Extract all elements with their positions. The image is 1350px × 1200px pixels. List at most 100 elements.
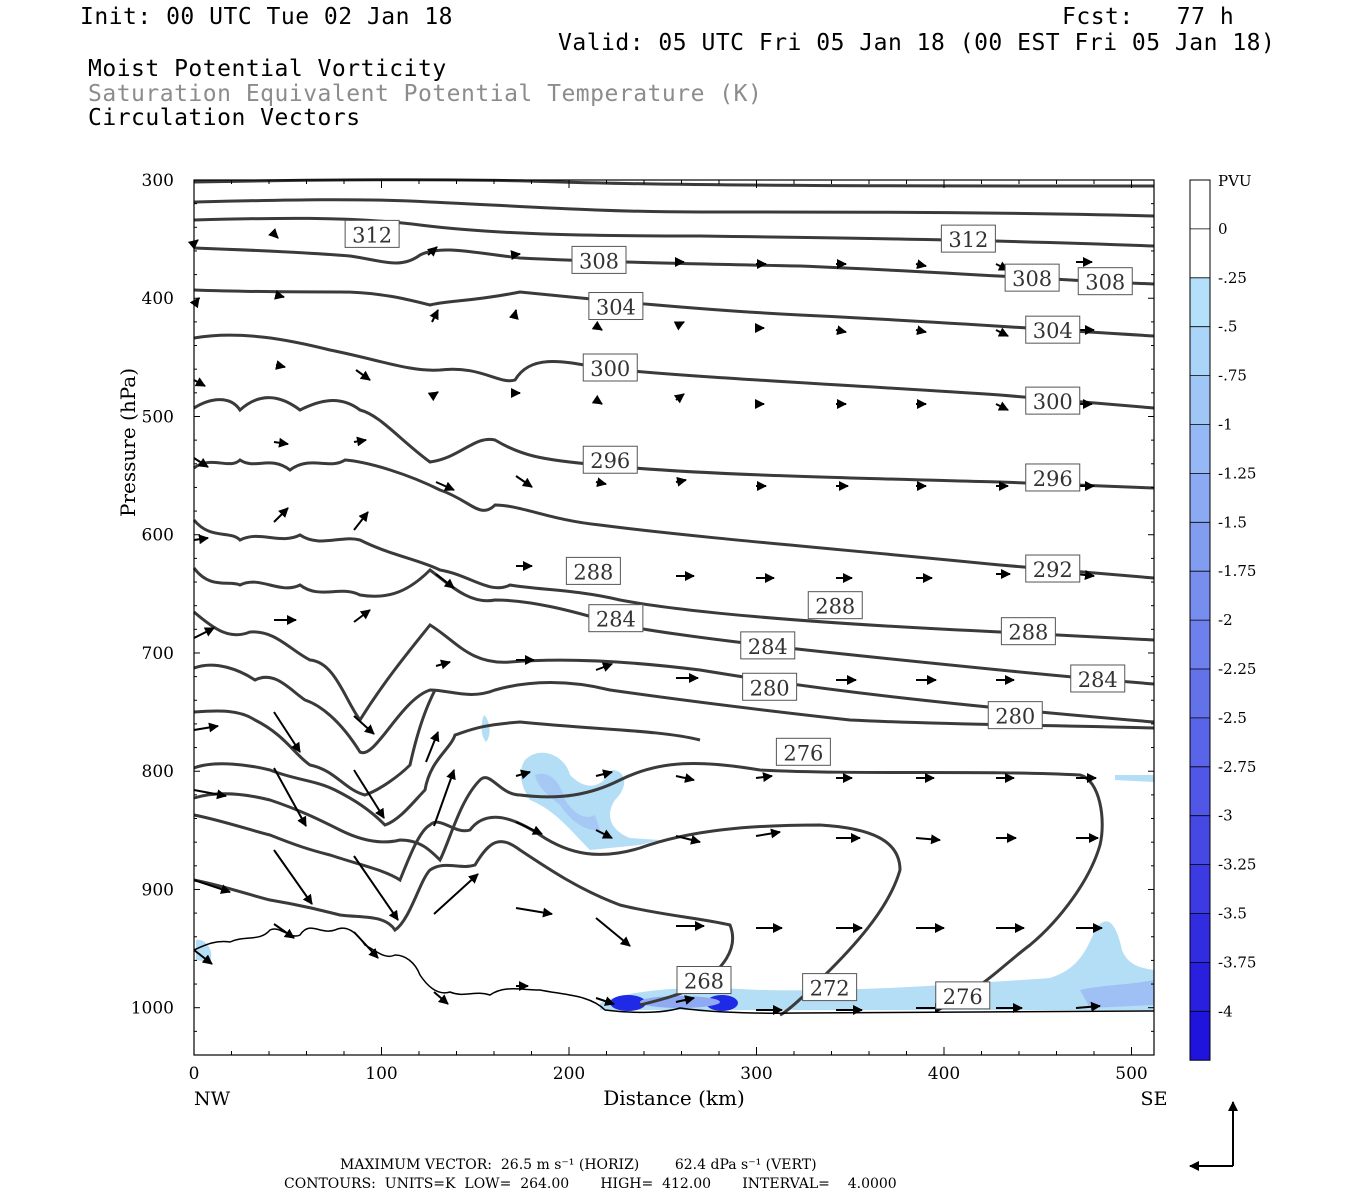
x-tick-label: 100 (365, 1064, 397, 1084)
vector-arrow (595, 829, 613, 839)
vector-arrow (353, 511, 369, 531)
pv-region (520, 752, 660, 850)
contour-label-box (1025, 463, 1081, 492)
colorbar-swatch (1190, 669, 1210, 718)
contour-label-box (807, 591, 863, 620)
vector-arrow (595, 477, 607, 488)
contour-label: 268 (684, 970, 724, 994)
x-tick-label: 500 (1115, 1064, 1147, 1084)
colorbar-swatch (1190, 1011, 1210, 1061)
theta-contour (193, 610, 1155, 724)
vector-arrow (273, 767, 307, 827)
vector-arrow (675, 995, 695, 1005)
contour-label-box (1025, 315, 1081, 344)
vector-arrow (515, 907, 553, 918)
contour-label: 284 (1078, 668, 1118, 692)
theta-contour (193, 288, 1155, 338)
contour-label-box (676, 966, 732, 995)
contour-label-box (571, 245, 627, 274)
x-tick-label: 400 (928, 1064, 960, 1084)
pv-region (600, 921, 1154, 1010)
vector-arrow (353, 715, 375, 735)
vector-arrow (595, 769, 613, 780)
vector-arrow (275, 360, 286, 370)
colorbar-tick-label: -2.5 (1218, 709, 1247, 727)
x-tick-label: 300 (740, 1064, 772, 1084)
vector-arrow (435, 573, 455, 589)
theta-es-contours (192, 178, 1155, 1017)
vector-arrow (353, 769, 385, 819)
contour-label: 280 (750, 676, 790, 700)
contour-label-box (1070, 664, 1126, 693)
contour-label-box (935, 981, 991, 1010)
y-tick-label: 400 (142, 289, 174, 309)
plot-frame (193, 179, 1155, 1056)
field-theta-es: Saturation Equivalent Potential Temperat… (88, 81, 763, 107)
contour-label: 300 (590, 357, 630, 381)
colorbar-tick-label: -1.75 (1218, 562, 1256, 580)
vector-arrow (353, 855, 399, 921)
colorbar-tick-label: -2.25 (1218, 660, 1256, 678)
contour-label: 304 (596, 296, 636, 320)
contour-label: 284 (748, 635, 788, 659)
y-tick-label: 1000 (131, 999, 174, 1019)
colorbar-tick-label: 0 (1218, 220, 1228, 238)
vector-arrow (355, 369, 371, 381)
contour-label-box (742, 672, 798, 701)
vector-arrow (591, 320, 603, 331)
colorbar-tick-label: -.25 (1218, 269, 1247, 287)
vector-arrow (193, 457, 209, 468)
vector-arrow (675, 476, 687, 487)
theta-contour (193, 689, 437, 797)
colorbar-tick-label: -.75 (1218, 367, 1247, 385)
contour-labels: 312 312 308 308 308 304 304 300 300 296 296 292 288 2… (344, 219, 1133, 1010)
vector-arrow (515, 821, 543, 835)
forecast-hour: Fcst: 77 h (1062, 4, 1235, 30)
contour-label-box (588, 292, 644, 321)
pv-region (535, 773, 600, 831)
pv-region (481, 715, 490, 742)
vector-arrow (675, 773, 695, 783)
colorbar-title: PVU (1218, 172, 1252, 190)
colorbar-tick-label: -3.5 (1218, 905, 1247, 923)
colorbar-swatch (1190, 864, 1210, 914)
contour-label: 296 (590, 449, 630, 473)
colorbar-tick-label: -3.25 (1218, 856, 1256, 874)
y-tick-label: 800 (142, 762, 174, 782)
theta-contour (193, 216, 1155, 248)
contour-info: CONTOURS: UNITS=K LOW= 264.00 HIGH= 412.… (284, 1176, 897, 1192)
colorbar-tick-label: -1.25 (1218, 464, 1256, 482)
colorbar-swatch (1190, 277, 1210, 327)
vector-arrow (673, 393, 685, 404)
theta-contour (193, 663, 1155, 755)
vector-arrow (595, 662, 613, 672)
colorbar-tick-label: -1.5 (1218, 513, 1247, 531)
vector-arrow (515, 475, 533, 488)
vector-arrow (274, 289, 285, 300)
vector-arrow (595, 996, 615, 1006)
y-tick-label: 900 (142, 880, 174, 900)
vector-arrow (995, 327, 1009, 337)
colorbar-tick-label: -1 (1218, 416, 1233, 434)
vector-arrow (273, 923, 295, 939)
contour-label-box (987, 701, 1043, 730)
y-axis-title: Pressure (hPa) (116, 368, 140, 517)
vector-arrow (429, 309, 439, 323)
theta-contour (193, 198, 1155, 218)
field-vectors: Circulation Vectors (88, 105, 361, 131)
contour-label: 288 (815, 595, 855, 619)
colorbar-tick-label: -3 (1218, 807, 1233, 825)
vector-arrow (435, 481, 455, 491)
vector-arrow (193, 377, 206, 387)
vector-arrow (591, 394, 603, 405)
pv-region (1080, 980, 1154, 1008)
colorbar-tick-label: -3.75 (1218, 953, 1256, 971)
vector-arrow (835, 325, 847, 336)
vector-arrow (995, 401, 1009, 411)
pv-shading (196, 715, 1154, 1011)
vector-arrow (273, 437, 289, 448)
contour-label: 276 (943, 985, 983, 1009)
contour-label: 284 (596, 608, 636, 632)
circulation-vectors (187, 228, 1103, 1015)
contour-label-box (344, 219, 400, 248)
